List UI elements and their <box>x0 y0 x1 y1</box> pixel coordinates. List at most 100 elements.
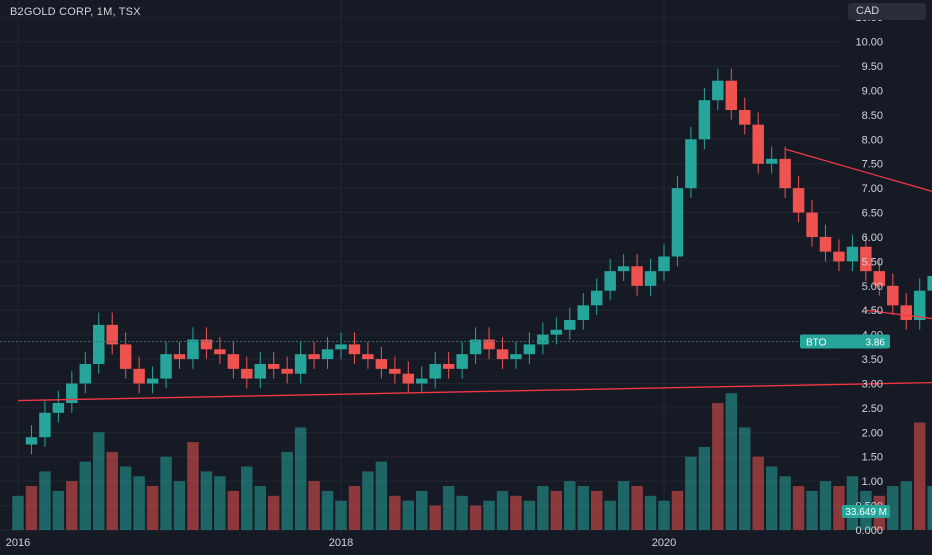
volume-bar <box>698 446 711 530</box>
candle-body <box>644 271 657 286</box>
volume-bar <box>644 495 657 530</box>
y-tick-label: 7.00 <box>862 183 883 195</box>
candle-body <box>308 354 320 360</box>
candle-body <box>752 124 764 164</box>
candle-body <box>362 354 374 360</box>
volume-bar <box>267 495 280 530</box>
candle-body <box>779 158 791 189</box>
candle-body <box>200 339 213 350</box>
candle-body <box>900 305 912 320</box>
volume-bar <box>39 471 51 530</box>
candle-body <box>281 368 293 374</box>
y-tick-label: 3.00 <box>862 378 883 390</box>
volume-bar <box>671 490 684 530</box>
y-tick-label: 2.00 <box>862 427 883 439</box>
candle-body <box>160 354 172 379</box>
price-badge <box>800 334 890 349</box>
candle-body <box>564 320 576 330</box>
candle-body <box>523 344 536 355</box>
volume-bar <box>160 456 172 530</box>
chart-title: B2GOLD CORP, 1M, TSX <box>10 6 141 18</box>
volume-bar <box>483 500 495 530</box>
volume-bar <box>200 471 213 530</box>
volume-bar <box>577 486 589 530</box>
volume-bar <box>537 486 549 530</box>
y-tick-label: 6.00 <box>862 232 883 244</box>
volume-bar <box>913 422 926 530</box>
candle-body <box>39 412 51 438</box>
volume-bar <box>550 490 563 530</box>
volume-badge-value: 33.649 M <box>845 507 887 518</box>
volume-bar <box>173 481 186 530</box>
candle-body <box>510 354 522 360</box>
x-tick-label: 2018 <box>329 537 353 549</box>
volume-bar <box>402 500 415 530</box>
candle-body <box>241 368 253 379</box>
candle-body <box>604 271 616 291</box>
volume-bar <box>146 486 159 530</box>
volume-bar <box>685 456 697 530</box>
volume-bar <box>321 490 334 530</box>
volume-bar <box>106 451 118 530</box>
volume-bar <box>79 461 92 530</box>
candle-body <box>214 349 226 355</box>
candle-body <box>483 339 495 350</box>
volume-bar <box>25 486 38 530</box>
candle-body <box>106 324 118 345</box>
volume-bar <box>900 481 912 530</box>
volume-bar <box>254 486 266 530</box>
y-tick-label: 1.00 <box>862 476 883 488</box>
candle-body <box>416 378 428 384</box>
volume-bar <box>819 481 832 530</box>
volume-bar <box>469 505 482 530</box>
volume-bar <box>294 427 307 530</box>
candle-body <box>119 344 132 369</box>
volume-bar <box>429 505 441 530</box>
candle-body <box>792 188 805 213</box>
price-badge-symbol: BTO <box>806 337 827 348</box>
volume-bar <box>712 403 724 530</box>
candle-body <box>375 359 388 369</box>
candle-body <box>927 276 932 291</box>
volume-bar <box>564 481 576 530</box>
volume-bar <box>308 481 320 530</box>
y-tick-label: 10.00 <box>855 37 883 49</box>
volume-bar <box>241 466 253 530</box>
candle-body <box>429 363 441 379</box>
candle-body <box>335 344 347 350</box>
volume-bar <box>456 495 468 530</box>
candle-body <box>725 80 738 110</box>
currency-selector[interactable]: CAD <box>848 3 926 20</box>
y-tick-label: 8.00 <box>862 134 883 146</box>
volume-bar <box>214 476 226 530</box>
volume-bar <box>617 481 630 530</box>
candle-body <box>550 329 563 335</box>
candle-body <box>321 349 334 360</box>
candle-body <box>442 363 455 369</box>
trendline-support <box>17 381 932 402</box>
y-tick-label: 4.50 <box>862 305 883 317</box>
candle-body <box>806 212 818 237</box>
volume-bar <box>416 490 428 530</box>
candle-body <box>671 188 684 257</box>
y-tick-label: 2.50 <box>862 403 883 415</box>
volume-bar <box>335 500 347 530</box>
volume-bar <box>496 490 509 530</box>
candle-body <box>146 378 159 384</box>
volume-bar <box>604 500 616 530</box>
volume-bar <box>779 476 791 530</box>
y-tick-label: 3.50 <box>862 354 883 366</box>
candle-body <box>887 285 899 306</box>
x-tick-label: 2016 <box>6 537 30 549</box>
volume-bar <box>362 471 374 530</box>
volume-bar <box>510 495 522 530</box>
candle-body <box>456 354 468 369</box>
price-badge-value: 3.86 <box>866 337 886 348</box>
candle-body <box>577 305 589 320</box>
y-tick-label: 9.50 <box>862 61 883 73</box>
candle-body <box>685 139 697 189</box>
candle-body <box>631 266 643 286</box>
candle-body <box>227 354 240 369</box>
